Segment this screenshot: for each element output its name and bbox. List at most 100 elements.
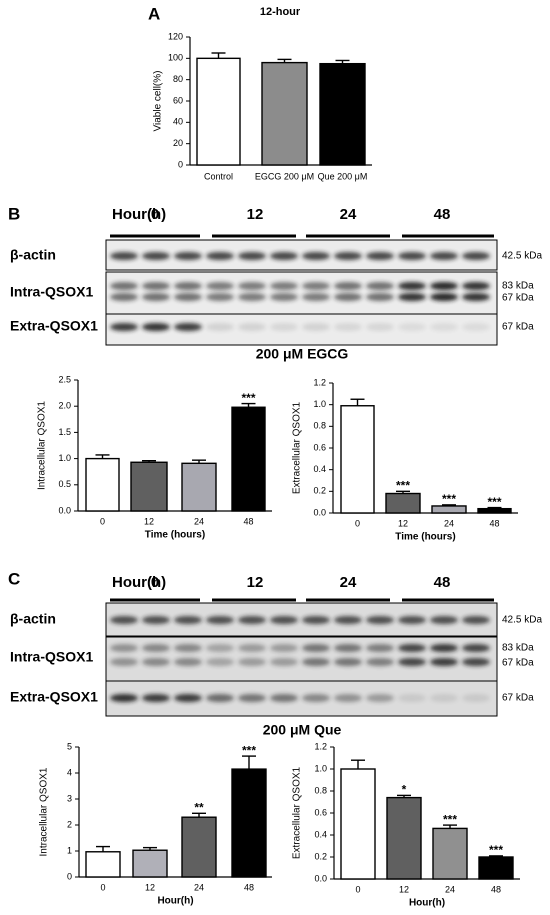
y-tick-label: 1.0 — [314, 763, 327, 773]
bar — [432, 827, 468, 880]
band — [398, 323, 426, 331]
blot-header: Hour(h) — [112, 206, 166, 223]
y-tick-label: 0.0 — [313, 507, 326, 517]
band — [142, 252, 170, 260]
bar — [196, 57, 241, 166]
band — [238, 293, 266, 301]
bar — [340, 405, 375, 514]
y-tick-label: 0.6 — [313, 442, 326, 452]
y-tick-label: 4 — [67, 767, 72, 777]
band — [110, 694, 138, 702]
band — [430, 616, 458, 624]
x-tick-label: Control — [204, 171, 233, 181]
significance: *** — [396, 479, 410, 493]
band — [206, 293, 234, 301]
x-tick-label: 24 — [194, 882, 204, 892]
blot-row-label: Extra-QSOX1 — [10, 318, 98, 334]
y-tick-label: 2.5 — [58, 374, 71, 384]
bar — [261, 61, 308, 166]
band — [398, 644, 426, 652]
band — [462, 658, 490, 666]
band — [174, 658, 202, 666]
kda-marker: 67 kDa — [502, 322, 534, 333]
band — [174, 644, 202, 652]
band — [334, 282, 362, 290]
x-tick-label: 0 — [100, 882, 105, 892]
band — [206, 252, 234, 260]
significance: ** — [194, 800, 204, 814]
kda-marker: 83 kDa — [502, 281, 534, 292]
band — [302, 323, 330, 331]
band — [142, 616, 170, 624]
y-tick-label: 40 — [173, 117, 183, 127]
band — [110, 616, 138, 624]
bar — [231, 768, 267, 878]
band — [206, 694, 234, 702]
band — [334, 323, 362, 331]
band — [430, 323, 458, 331]
band — [398, 282, 426, 290]
band — [366, 694, 394, 702]
band — [142, 323, 170, 331]
x-axis-label: Time (hours) — [395, 532, 455, 543]
bar — [386, 796, 422, 880]
band — [110, 658, 138, 666]
band — [270, 658, 298, 666]
x-tick-label: 48 — [489, 518, 499, 528]
band — [398, 694, 426, 702]
x-tick-label: 24 — [444, 518, 454, 528]
x-tick-label: 0 — [355, 884, 360, 894]
bar — [477, 507, 512, 514]
x-tick-label: 0 — [100, 516, 105, 526]
band — [334, 293, 362, 301]
y-tick-label: 0 — [178, 159, 183, 169]
band — [238, 644, 266, 652]
band — [238, 616, 266, 624]
y-tick-label: 0.8 — [313, 421, 326, 431]
blot-row-label: β-actin — [10, 247, 56, 263]
significance: * — [402, 783, 407, 797]
band — [110, 293, 138, 301]
band — [302, 694, 330, 702]
timepoint: 0 — [151, 574, 159, 591]
bar — [431, 505, 467, 514]
chart-title: 12-hour — [260, 6, 301, 18]
band — [462, 694, 490, 702]
y-tick-label: 0.8 — [314, 785, 327, 795]
band — [334, 644, 362, 652]
band — [398, 252, 426, 260]
band — [206, 616, 234, 624]
band — [430, 282, 458, 290]
y-tick-label: 1.2 — [313, 377, 326, 387]
y-tick-label: 60 — [173, 95, 183, 105]
band — [110, 282, 138, 290]
band — [334, 616, 362, 624]
blot-strip — [105, 313, 498, 346]
kda-marker: 42.5 kDa — [502, 615, 542, 626]
band — [366, 616, 394, 624]
blot-row-label: Extra-QSOX1 — [10, 689, 98, 705]
band — [430, 694, 458, 702]
y-axis-label: Intracellular QSOX1 — [39, 767, 50, 856]
y-tick-label: 80 — [173, 74, 183, 84]
blot-caption: 200 μM Que — [263, 722, 342, 738]
x-axis-label: Hour(h) — [409, 898, 445, 909]
blot-header: Hour(h) — [112, 574, 166, 591]
x-tick-label: EGCG 200 μM — [255, 171, 314, 181]
y-axis-label: Intracellular QSOX1 — [37, 401, 48, 490]
x-axis-label: Hour(h) — [157, 896, 193, 907]
band — [174, 616, 202, 624]
y-tick-label: 0.0 — [314, 873, 327, 883]
bar — [385, 492, 421, 514]
x-tick-label: 12 — [144, 516, 154, 526]
band — [302, 658, 330, 666]
band — [334, 694, 362, 702]
band — [206, 658, 234, 666]
band — [270, 282, 298, 290]
y-axis-label: Viable cell(%) — [153, 71, 164, 132]
x-tick-label: 0 — [355, 518, 360, 528]
band — [366, 644, 394, 652]
y-tick-label: 5 — [67, 741, 72, 751]
bar — [340, 768, 376, 880]
y-tick-label: 0.2 — [314, 851, 327, 861]
